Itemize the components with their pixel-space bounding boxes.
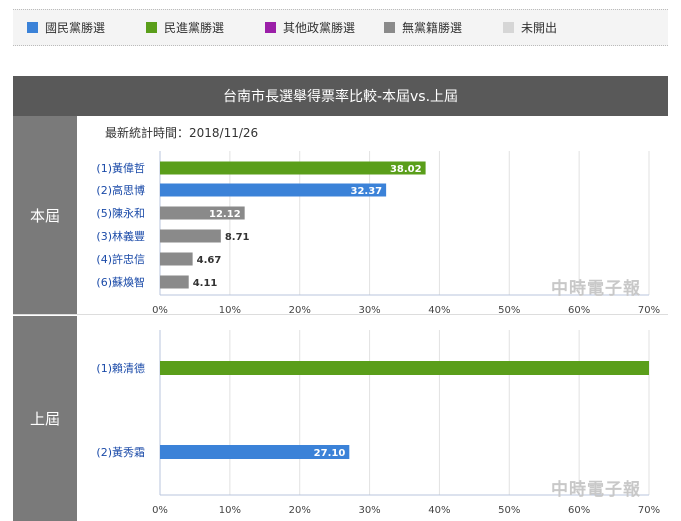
data-label: 38.02 [390,164,422,175]
x-tick-label: 70% [638,305,660,316]
category-label: (2)黃秀霜 [96,446,145,459]
legend-item-not-counted: 未開出 [503,10,557,45]
chart-title: 台南市長選舉得票率比較-本屆vs.上屆 [13,76,668,116]
legend: 國民黨勝選 民進黨勝選 其他政黨勝選 無黨籍勝選 未開出 [13,9,668,46]
category-label: (1)黃偉哲 [96,162,145,175]
bar [160,161,426,175]
legend-item-other-party: 其他政黨勝選 [265,10,355,45]
data-label: 12.12 [209,209,241,220]
legend-label-other-party: 其他政黨勝選 [283,21,356,35]
legend-swatch-independent [384,22,395,33]
x-tick-label: 10% [219,305,241,316]
data-label: 4.67 [197,255,222,266]
x-tick-label: 40% [428,305,450,316]
data-label: 4.11 [193,278,218,289]
legend-item-independent: 無黨籍勝選 [384,10,462,45]
data-label: 27.10 [314,448,346,459]
section-divider [13,314,668,315]
updated-timestamp: 最新統計時間：2018/11/26 [105,126,259,140]
legend-label-kmt: 國民黨勝選 [45,21,106,35]
x-tick-label: 50% [498,505,520,516]
data-label: 8.71 [225,232,250,243]
legend-swatch-kmt [27,22,38,33]
x-tick-label: 0% [152,305,168,316]
x-tick-label: 20% [289,305,311,316]
legend-item-dpp: 民進黨勝選 [146,10,224,45]
section-label-previous: 上屆 [13,316,77,521]
legend-label-not-counted: 未開出 [521,21,558,35]
category-label: (1)賴清德 [96,361,145,375]
category-label: (5)陳永和 [96,206,145,220]
bar [160,275,189,289]
x-tick-label: 40% [428,505,450,516]
bar [160,252,193,266]
legend-label-independent: 無黨籍勝選 [402,21,463,35]
data-label: 32.37 [350,186,382,197]
legend-label-dpp: 民進黨勝選 [164,21,225,35]
legend-item-kmt: 國民黨勝選 [27,10,105,45]
bar [160,361,649,375]
watermark-logo: 中時電子報 [551,480,641,500]
x-tick-label: 50% [498,305,520,316]
category-label: (6)蘇煥智 [96,275,145,289]
x-tick-label: 70% [638,505,660,516]
bar [160,229,221,243]
bar [160,183,387,197]
category-label: (3)林義豐 [96,229,145,243]
bar [160,445,350,459]
x-tick-label: 10% [219,505,241,516]
x-tick-label: 60% [568,505,590,516]
section-label-current: 本屆 [13,116,77,314]
category-label: (4)許忠信 [96,253,145,266]
x-tick-label: 60% [568,305,590,316]
bar [160,206,245,220]
legend-swatch-not-counted [503,22,514,33]
x-tick-label: 0% [152,505,168,516]
x-tick-label: 20% [289,505,311,516]
legend-swatch-dpp [146,22,157,33]
x-tick-label: 30% [358,305,380,316]
watermark-logo: 中時電子報 [551,279,641,299]
x-tick-label: 30% [358,505,380,516]
legend-swatch-other-party [265,22,276,33]
category-label: (2)高思博 [96,183,145,197]
